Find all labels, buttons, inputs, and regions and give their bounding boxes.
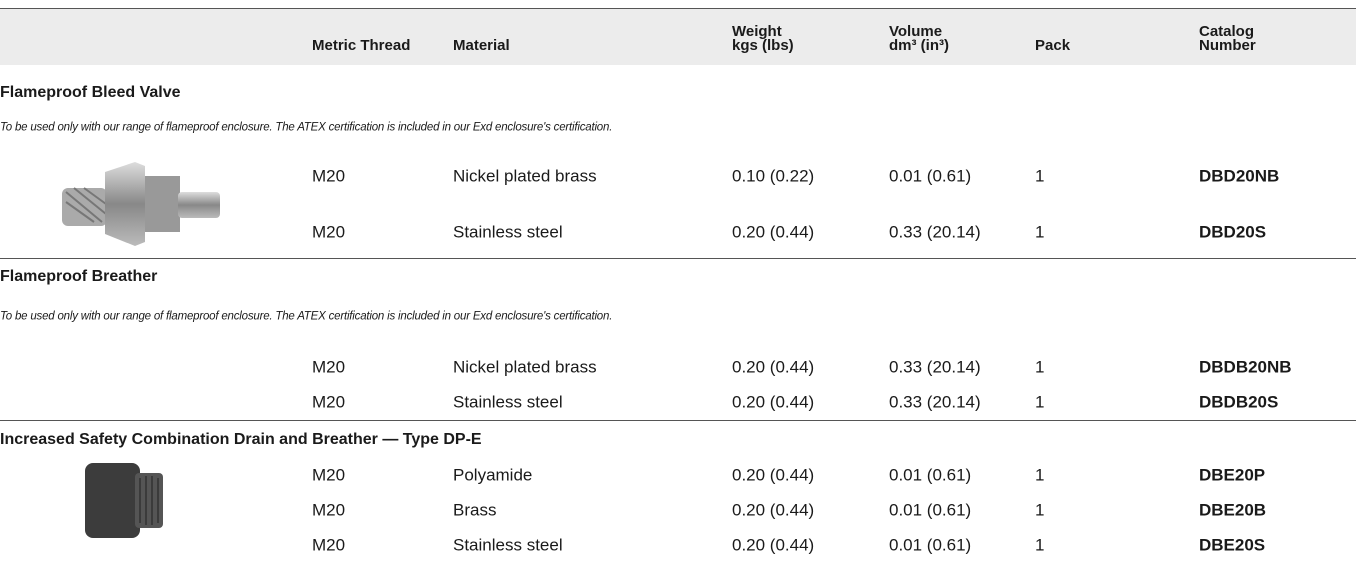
page: Metric ThreadMaterialWeightkgs (lbs)Volu… [0,0,1356,574]
table-cell: Brass [453,502,496,519]
table-cell: M20 [312,359,345,376]
column-header: dm³ (in³) [889,38,949,53]
section-title: Flameproof Bleed Valve [0,85,181,101]
table-cell: Stainless steel [453,224,563,241]
table-cell: 0.01 (0.61) [889,537,971,554]
table-cell: 0.01 (0.61) [889,168,971,185]
header-bg [0,8,1356,65]
section-note: To be used only with our range of flamep… [0,311,612,323]
table-cell: Stainless steel [453,394,563,411]
column-header: Pack [1035,38,1070,53]
section-title: Flameproof Breather [0,269,157,285]
table-cell: 0.01 (0.61) [889,502,971,519]
table-cell: 1 [1035,502,1044,519]
column-header: kgs (lbs) [732,38,794,53]
section-title: Increased Safety Combination Drain and B… [0,432,482,448]
table-cell: M20 [312,502,345,519]
table-cell: 1 [1035,224,1044,241]
table-cell: 0.33 (20.14) [889,224,981,241]
table-cell: 0.33 (20.14) [889,359,981,376]
table-cell: 0.20 (0.44) [732,467,814,484]
catalog-number: DBDB20S [1199,394,1278,411]
catalog-number: DBD20S [1199,224,1266,241]
column-header: Metric Thread [312,38,410,53]
table-cell: 1 [1035,359,1044,376]
table-cell: 1 [1035,467,1044,484]
table-cell: Nickel plated brass [453,359,597,376]
catalog-number: DBDB20NB [1199,359,1292,376]
catalog-number: DBE20B [1199,502,1266,519]
table-cell: Nickel plated brass [453,168,597,185]
bleed-valve-image [50,158,230,248]
table-cell: M20 [312,168,345,185]
table-cell: 0.01 (0.61) [889,467,971,484]
section-note: To be used only with our range of flamep… [0,122,612,134]
catalog-number: DBE20S [1199,537,1265,554]
table-cell: 0.20 (0.44) [732,502,814,519]
column-header: Material [453,38,510,53]
table-cell: Polyamide [453,467,532,484]
table-cell: 0.10 (0.22) [732,168,814,185]
table-cell: M20 [312,467,345,484]
table-cell: Stainless steel [453,537,563,554]
table-cell: 0.20 (0.44) [732,359,814,376]
divider [0,258,1356,259]
table-cell: 1 [1035,168,1044,185]
table-cell: 0.20 (0.44) [732,537,814,554]
table-cell: 0.20 (0.44) [732,394,814,411]
column-header: Number [1199,38,1256,53]
table-cell: 0.20 (0.44) [732,224,814,241]
table-cell: M20 [312,394,345,411]
table-cell: 1 [1035,537,1044,554]
table-cell: M20 [312,537,345,554]
table-cell: 1 [1035,394,1044,411]
divider [0,420,1356,421]
table-cell: 0.33 (20.14) [889,394,981,411]
drain-breather-image [80,458,170,543]
table-cell: M20 [312,224,345,241]
catalog-number: DBE20P [1199,467,1265,484]
catalog-number: DBD20NB [1199,168,1279,185]
